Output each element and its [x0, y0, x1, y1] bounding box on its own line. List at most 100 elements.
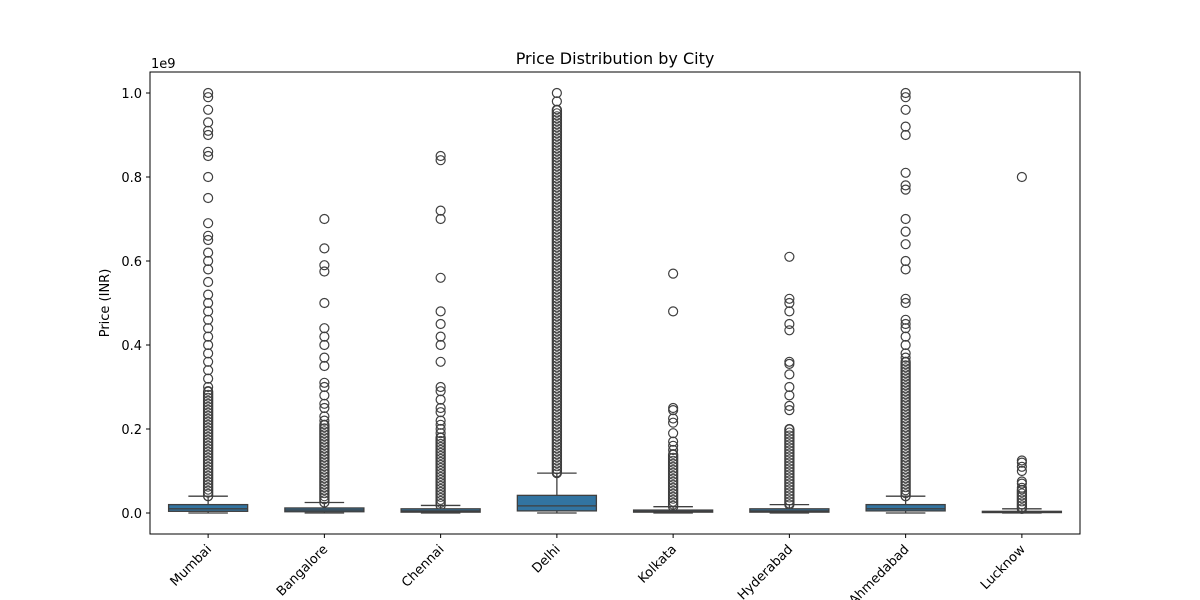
- outlier-point: [319, 492, 329, 502]
- outlier-point: [436, 444, 446, 454]
- outlier-point: [319, 438, 329, 448]
- outlier-point: [552, 270, 562, 280]
- outlier-point: [901, 474, 911, 484]
- outlier-point: [900, 293, 911, 304]
- outlier-point: [552, 108, 562, 118]
- box-ahmedabad: [865, 87, 946, 514]
- outlier-point: [552, 174, 562, 184]
- outlier-point: [668, 473, 678, 483]
- outlier-point: [319, 468, 329, 478]
- outlier-point: [435, 381, 446, 393]
- outlier-point: [203, 356, 214, 367]
- outlier-point: [435, 407, 446, 418]
- outlier-point: [203, 437, 213, 447]
- outlier-point: [784, 430, 794, 440]
- y-axis-offset-label: 1e9: [151, 57, 176, 72]
- outlier-point: [552, 165, 562, 175]
- outlier-point: [435, 402, 446, 414]
- outlier-point: [319, 213, 330, 225]
- outlier-point: [435, 331, 446, 342]
- outlier-point: [901, 459, 911, 469]
- outlier-point: [552, 132, 562, 142]
- outlier-point: [319, 360, 330, 372]
- outlier-point: [319, 462, 329, 472]
- box-mumbai: [167, 87, 249, 514]
- outlier-point: [436, 453, 446, 463]
- outlier-point: [900, 87, 911, 99]
- outlier-point: [901, 420, 911, 430]
- outlier-point: [784, 469, 794, 479]
- box-bangalore: [284, 213, 365, 514]
- outlier-point: [552, 177, 562, 187]
- outlier-point: [203, 440, 213, 450]
- outlier-point: [552, 396, 562, 406]
- outlier-point: [901, 450, 911, 460]
- outlier-point: [319, 456, 329, 466]
- outlier-point: [319, 459, 329, 469]
- outlier-point: [319, 477, 329, 487]
- outlier-point: [552, 213, 562, 223]
- outlier-point: [203, 404, 213, 414]
- outlier-point: [668, 467, 678, 477]
- outlier-point: [552, 219, 562, 229]
- outlier-point: [901, 363, 911, 373]
- outlier-point: [552, 282, 562, 292]
- outlier-point: [784, 448, 794, 458]
- outlier-point: [552, 333, 562, 343]
- outlier-point: [901, 435, 911, 445]
- outlier-point: [319, 453, 329, 463]
- outlier-point: [1016, 482, 1027, 493]
- outlier-point: [900, 129, 911, 141]
- outlier-point: [552, 210, 562, 220]
- outlier-point: [203, 482, 213, 492]
- outlier-point: [552, 195, 562, 205]
- outlier-point: [552, 276, 562, 286]
- outlier-point: [784, 251, 795, 262]
- outlier-point: [901, 423, 911, 433]
- outlier-point: [784, 457, 794, 467]
- outlier-point: [435, 339, 446, 351]
- outlier-point: [552, 180, 562, 190]
- outlier-point: [203, 443, 213, 453]
- outlier-point: [552, 231, 562, 241]
- outlier-point: [784, 433, 794, 443]
- outlier-point: [552, 309, 562, 319]
- outlier-point: [552, 447, 562, 457]
- outlier-point: [436, 447, 446, 457]
- outlier-point: [203, 92, 214, 103]
- outlier-point: [435, 394, 446, 405]
- outlier-point: [552, 402, 562, 412]
- outlier-point: [319, 435, 329, 445]
- outlier-point: [552, 342, 562, 352]
- outlier-point: [552, 111, 562, 121]
- y-tick-label: 0.6: [121, 255, 142, 270]
- outlier-point: [901, 360, 911, 370]
- outlier-point: [203, 306, 214, 317]
- outlier-point: [1016, 171, 1027, 183]
- outlier-point: [784, 481, 794, 491]
- outlier-point: [203, 331, 214, 342]
- outlier-point: [552, 123, 562, 133]
- box-delhi: [516, 87, 598, 514]
- outlier-point: [552, 372, 562, 382]
- outlier-point: [552, 150, 562, 160]
- outlier-point: [552, 378, 562, 388]
- outlier-point: [552, 357, 562, 367]
- outlier-point: [319, 352, 330, 363]
- outlier-point: [436, 441, 446, 451]
- outlier-point: [436, 468, 446, 478]
- outlier-point: [900, 167, 911, 178]
- outlier-point: [436, 459, 446, 469]
- y-axis-label: Price (INR): [98, 269, 113, 338]
- outlier-point: [435, 419, 446, 430]
- outlier-point: [900, 184, 911, 195]
- outlier-point: [901, 453, 911, 463]
- outlier-point: [203, 398, 213, 408]
- outlier-point: [203, 150, 214, 162]
- outlier-point: [319, 486, 329, 496]
- outlier-point: [552, 324, 562, 334]
- outlier-point: [552, 249, 562, 259]
- outlier-point: [552, 381, 562, 391]
- outlier-point: [900, 104, 911, 115]
- outlier-point: [901, 426, 911, 436]
